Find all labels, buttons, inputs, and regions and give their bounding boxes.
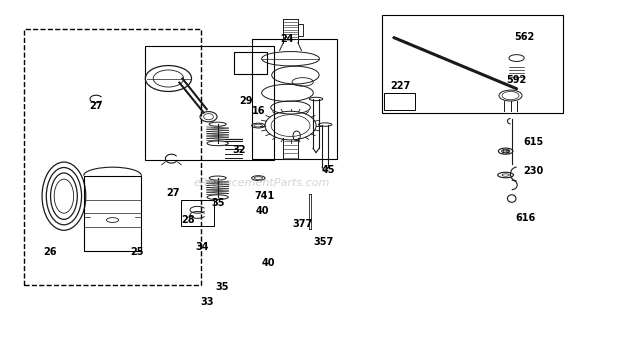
- Text: 592: 592: [507, 75, 527, 85]
- Bar: [84, 176, 141, 251]
- Bar: [24, 29, 201, 285]
- Bar: [384, 93, 415, 110]
- Text: 230: 230: [523, 166, 544, 176]
- Text: 27: 27: [89, 101, 103, 111]
- Text: 562: 562: [514, 32, 534, 42]
- Text: 33: 33: [200, 297, 213, 307]
- Text: 45: 45: [322, 165, 335, 175]
- Text: 35: 35: [211, 198, 224, 208]
- Text: 35: 35: [215, 282, 229, 292]
- Text: 24: 24: [280, 34, 294, 44]
- Bar: [252, 39, 337, 159]
- Bar: [298, 24, 303, 36]
- Text: 26: 26: [43, 247, 56, 258]
- Text: 40: 40: [256, 206, 269, 216]
- Text: 29: 29: [239, 96, 253, 106]
- Bar: [234, 52, 267, 74]
- Text: 40: 40: [262, 258, 275, 268]
- Bar: [180, 200, 214, 226]
- Text: 615: 615: [523, 137, 544, 147]
- Text: 357: 357: [313, 237, 334, 246]
- Text: 32: 32: [232, 145, 246, 155]
- Bar: [144, 46, 273, 160]
- Text: 34: 34: [195, 242, 208, 252]
- Text: 377: 377: [293, 220, 313, 229]
- Text: 25: 25: [130, 247, 144, 258]
- Text: eReplacementParts.com: eReplacementParts.com: [193, 177, 330, 188]
- Text: 27: 27: [167, 188, 180, 198]
- Text: 227: 227: [390, 81, 410, 91]
- Text: 16: 16: [252, 106, 265, 116]
- Bar: [382, 15, 563, 113]
- Text: 28: 28: [182, 215, 195, 225]
- Text: 616: 616: [516, 213, 536, 223]
- Text: 741: 741: [254, 191, 275, 201]
